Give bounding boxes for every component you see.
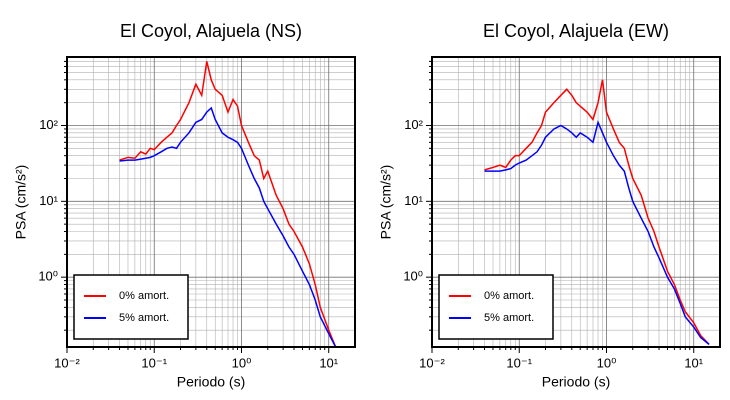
subplot: 10⁻² 10⁻¹ 10⁰ 10¹ 10⁰ 10¹ 10² El Coyol, Alajuel… — [378, 21, 721, 390]
x-tick-label: 10⁰ — [232, 355, 252, 370]
legend-label: 0% amort. — [119, 290, 169, 302]
x-tick-label: 10⁻² — [419, 355, 445, 370]
series-line — [119, 106, 337, 347]
x-tick-label: 10⁻² — [54, 355, 80, 370]
y-axis-label: PSA (cm/s²) — [13, 165, 29, 240]
series-line — [484, 79, 710, 345]
y-tick-label: 10² — [404, 117, 423, 132]
y-tick-label: 10⁰ — [403, 269, 423, 284]
x-tick-label: 10¹ — [319, 355, 338, 370]
x-tick-label: 10⁻¹ — [141, 355, 167, 370]
legend-label: 0% amort. — [484, 290, 534, 302]
y-tick-label: 10⁰ — [38, 269, 58, 284]
plot-frame — [431, 56, 721, 348]
series-line — [119, 61, 337, 347]
series-line — [484, 120, 710, 345]
plot-frame — [66, 56, 356, 348]
legend-label: 5% amort. — [484, 312, 534, 324]
y-axis-label: PSA (cm/s²) — [378, 165, 394, 240]
legend-label: 5% amort. — [119, 312, 169, 324]
x-tick-label: 10⁻¹ — [506, 355, 532, 370]
legend-box — [438, 274, 554, 340]
chart-title: El Coyol, Alajuela (NS) — [120, 21, 302, 41]
x-tick-label: 10⁰ — [597, 355, 617, 370]
y-tick-label: 10¹ — [39, 193, 58, 208]
y-tick-label: 10¹ — [404, 193, 423, 208]
legend-box — [73, 274, 189, 340]
y-tick-label: 10² — [39, 117, 58, 132]
x-axis-label: Periodo (s) — [177, 374, 245, 390]
subplot: 10⁻² 10⁻¹ 10⁰ 10¹ 10⁰ 10¹ 10² El Coyol, Alajuel… — [13, 21, 356, 390]
chart-title: El Coyol, Alajuela (EW) — [483, 21, 669, 41]
x-axis-label: Periodo (s) — [542, 374, 610, 390]
x-tick-label: 10¹ — [684, 355, 703, 370]
